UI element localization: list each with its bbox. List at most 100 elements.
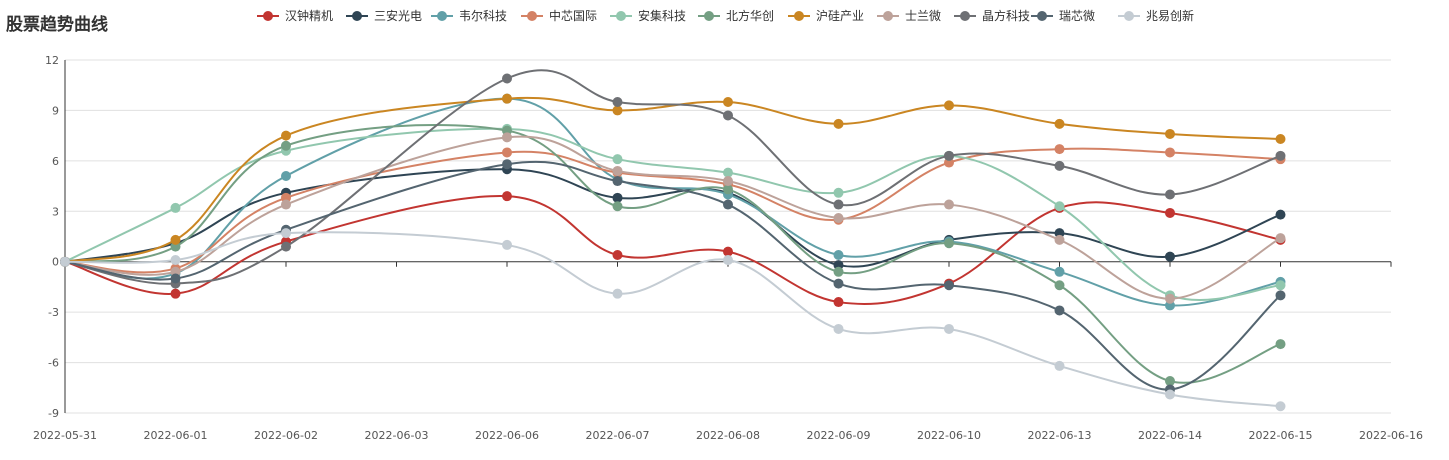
series-line [64,147,1281,274]
data-point[interactable] [1165,376,1175,387]
data-point[interactable] [1165,147,1175,158]
data-point[interactable] [170,202,181,213]
data-point[interactable] [833,249,844,260]
data-point[interactable] [170,288,181,299]
legend-marker [1037,11,1047,21]
data-point[interactable] [170,273,181,284]
data-point[interactable] [1054,266,1065,277]
legend-marker [616,11,626,21]
data-point[interactable] [612,165,623,176]
data-point[interactable] [944,150,954,161]
data-point[interactable] [1275,233,1286,244]
y-tick-label: 9 [52,104,59,117]
data-point[interactable] [281,241,291,252]
data-point[interactable] [612,176,623,187]
data-point[interactable] [723,255,733,266]
x-tick-label: 2022-06-06 [475,429,539,442]
data-point[interactable] [60,256,70,267]
legend-item[interactable]: 安集科技 [638,8,686,23]
data-point[interactable] [612,105,623,116]
data-point[interactable] [723,97,733,108]
data-point[interactable] [502,93,512,104]
legend-item[interactable]: 晶方科技 [982,8,1030,23]
data-point[interactable] [502,132,512,143]
data-point[interactable] [1165,128,1175,139]
data-point[interactable] [1054,118,1065,129]
data-point[interactable] [833,297,844,308]
data-point[interactable] [723,167,733,178]
legend[interactable]: 汉钟精机 三安光电 韦尔科技 中芯国际 安集科技 北方华创 沪硅产业 士兰微 晶方科技 瑞芯微 兆易… [257,8,1194,23]
legend-item[interactable]: 三安光电 [374,8,422,23]
legend-item[interactable]: 汉钟精机 [285,8,333,23]
legend-marker [883,11,893,21]
legend-item[interactable]: 北方华创 [726,8,774,23]
series-line [64,69,1281,285]
data-point[interactable] [502,159,512,170]
data-point[interactable] [612,154,623,165]
legend-marker [1124,11,1134,21]
data-point[interactable] [1275,280,1286,291]
data-point[interactable] [1054,201,1065,212]
legend-item[interactable]: 兆易创新 [1146,8,1194,23]
data-point[interactable] [612,249,623,260]
data-point[interactable] [281,228,291,239]
data-point[interactable] [1054,234,1065,245]
x-tick-label: 2022-06-02 [254,429,318,442]
data-point[interactable] [833,213,844,224]
data-point[interactable] [281,130,291,141]
data-point[interactable] [833,266,844,277]
series-line [64,231,1281,408]
data-point[interactable] [723,184,733,195]
data-point[interactable] [612,288,623,299]
data-point[interactable] [612,201,623,212]
data-point[interactable] [723,199,733,210]
data-point[interactable] [833,187,844,198]
data-point[interactable] [1275,339,1286,350]
data-point[interactable] [1165,189,1175,200]
data-point[interactable] [723,176,733,187]
data-point[interactable] [1054,144,1065,155]
data-point[interactable] [1275,150,1286,161]
data-point[interactable] [502,73,512,84]
data-point[interactable] [1275,401,1286,412]
data-point[interactable] [612,192,623,203]
data-point[interactable] [1165,389,1175,400]
legend-item[interactable]: 韦尔科技 [459,8,507,23]
data-point[interactable] [502,239,512,250]
data-point[interactable] [281,140,291,151]
legend-item[interactable]: 中芯国际 [549,8,597,23]
data-point[interactable] [833,199,844,210]
series-line [64,195,1281,305]
data-point[interactable] [833,323,844,334]
data-point[interactable] [502,147,512,158]
data-point[interactable] [944,100,954,111]
data-point[interactable] [723,246,733,257]
data-point[interactable] [1275,134,1286,145]
data-point[interactable] [1165,293,1175,304]
data-point[interactable] [833,278,844,289]
data-point[interactable] [944,199,954,210]
legend-item[interactable]: 士兰微 [905,9,941,23]
data-point[interactable] [833,118,844,129]
x-tick-label: 2022-06-07 [586,429,650,442]
legend-item[interactable]: 瑞芯微 [1059,9,1095,23]
data-point[interactable] [1054,360,1065,371]
legend-item[interactable]: 沪硅产业 [816,9,864,23]
data-point[interactable] [723,110,733,121]
data-point[interactable] [1275,290,1286,301]
data-point[interactable] [1165,251,1175,262]
data-point[interactable] [502,191,512,202]
data-point[interactable] [612,97,623,108]
data-point[interactable] [1275,209,1286,220]
data-point[interactable] [281,199,291,210]
data-point[interactable] [170,255,181,266]
data-point[interactable] [1165,207,1175,218]
data-point[interactable] [1054,280,1065,291]
data-point[interactable] [944,238,954,249]
data-point[interactable] [170,234,181,245]
data-point[interactable] [281,170,291,181]
data-point[interactable] [944,280,954,291]
data-point[interactable] [1054,305,1065,316]
data-point[interactable] [944,323,954,334]
data-point[interactable] [1054,160,1065,171]
